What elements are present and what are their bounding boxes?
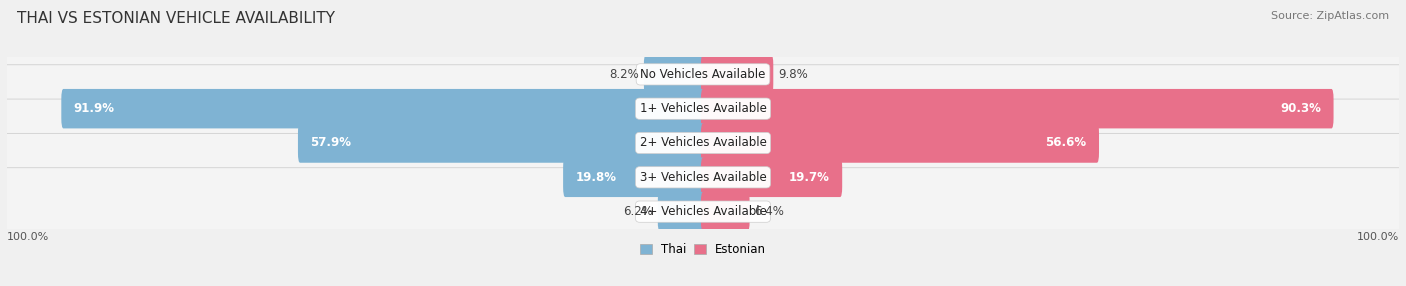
FancyBboxPatch shape [658, 192, 704, 231]
Text: 3+ Vehicles Available: 3+ Vehicles Available [640, 171, 766, 184]
FancyBboxPatch shape [702, 89, 1333, 128]
Text: 91.9%: 91.9% [75, 102, 115, 115]
Text: 6.2%: 6.2% [623, 205, 652, 218]
FancyBboxPatch shape [702, 123, 1099, 163]
Text: 100.0%: 100.0% [1357, 232, 1399, 242]
FancyBboxPatch shape [1, 133, 1405, 221]
FancyBboxPatch shape [702, 55, 773, 94]
Text: 4+ Vehicles Available: 4+ Vehicles Available [640, 205, 766, 218]
Text: THAI VS ESTONIAN VEHICLE AVAILABILITY: THAI VS ESTONIAN VEHICLE AVAILABILITY [17, 11, 335, 26]
Text: 57.9%: 57.9% [311, 136, 352, 150]
FancyBboxPatch shape [564, 158, 704, 197]
Text: 9.8%: 9.8% [778, 68, 808, 81]
Legend: Thai, Estonian: Thai, Estonian [636, 238, 770, 261]
FancyBboxPatch shape [1, 99, 1405, 187]
Text: 1+ Vehicles Available: 1+ Vehicles Available [640, 102, 766, 115]
FancyBboxPatch shape [298, 123, 704, 163]
Text: 8.2%: 8.2% [609, 68, 638, 81]
Text: 19.8%: 19.8% [575, 171, 617, 184]
Text: 100.0%: 100.0% [7, 232, 49, 242]
FancyBboxPatch shape [644, 55, 704, 94]
FancyBboxPatch shape [1, 30, 1405, 118]
Text: 19.7%: 19.7% [789, 171, 830, 184]
Text: Source: ZipAtlas.com: Source: ZipAtlas.com [1271, 11, 1389, 21]
Text: 2+ Vehicles Available: 2+ Vehicles Available [640, 136, 766, 150]
FancyBboxPatch shape [702, 192, 749, 231]
FancyBboxPatch shape [62, 89, 704, 128]
Text: No Vehicles Available: No Vehicles Available [640, 68, 766, 81]
Text: 6.4%: 6.4% [755, 205, 785, 218]
FancyBboxPatch shape [1, 168, 1405, 256]
FancyBboxPatch shape [702, 158, 842, 197]
Text: 90.3%: 90.3% [1279, 102, 1322, 115]
FancyBboxPatch shape [1, 65, 1405, 153]
Text: 56.6%: 56.6% [1045, 136, 1087, 150]
